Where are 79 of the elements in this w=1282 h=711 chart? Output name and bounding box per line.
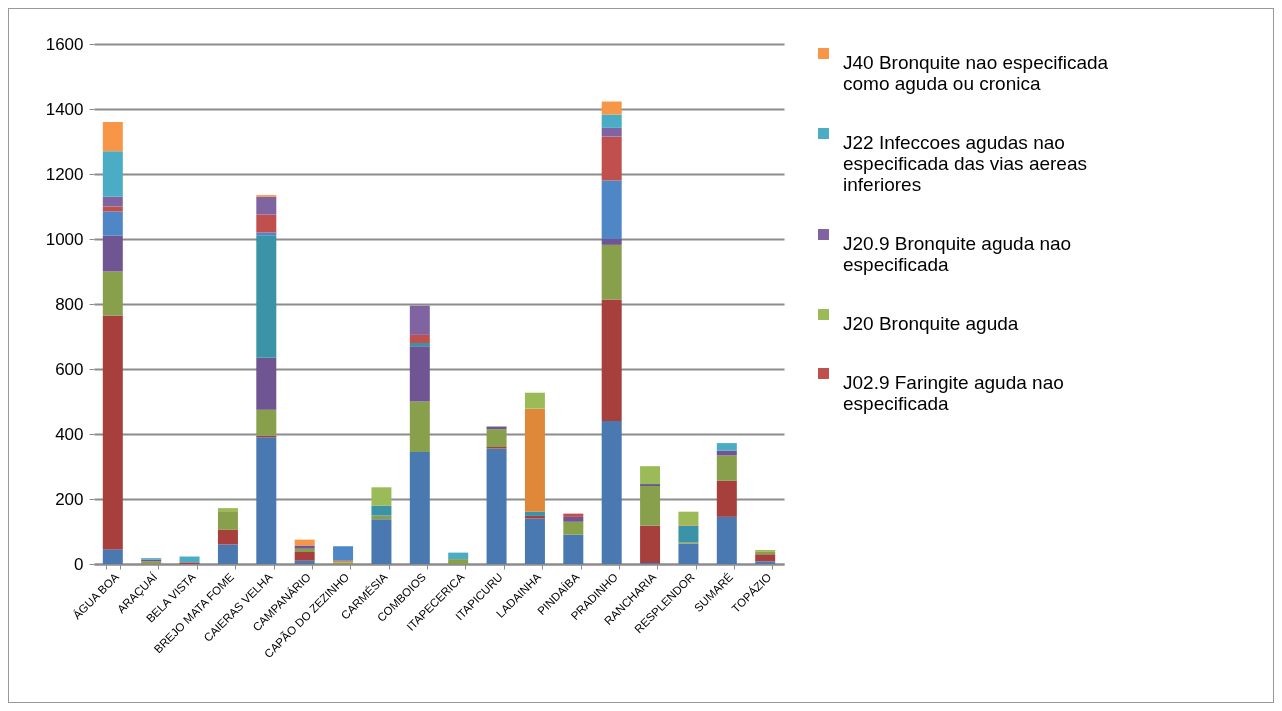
- bar: [678, 543, 699, 564]
- bar: [102, 151, 123, 197]
- bar: [524, 518, 545, 564]
- bar: [716, 480, 737, 517]
- bar: [601, 114, 622, 128]
- bar: [102, 122, 123, 152]
- bar: [409, 401, 430, 452]
- bar: [294, 551, 315, 561]
- bar: [524, 515, 545, 519]
- legend-label: J20.9 Bronquite aguda nao especificada: [843, 232, 1072, 275]
- bar: [563, 521, 584, 535]
- legend-label: J20 Bronquite aguda: [843, 312, 1019, 334]
- bar: [524, 511, 545, 516]
- bar: [409, 334, 430, 343]
- bar: [409, 346, 430, 402]
- y-tick-label: 1000: [45, 229, 84, 249]
- bar: [294, 560, 315, 564]
- bar: [601, 136, 622, 181]
- bar: [102, 235, 123, 272]
- bar: [371, 505, 392, 516]
- bar: [256, 214, 277, 233]
- bar: [486, 429, 507, 447]
- bar: [524, 408, 545, 512]
- bar: [256, 357, 277, 410]
- y-tick-label: 1600: [45, 34, 84, 54]
- bar: [755, 554, 776, 562]
- bar: [102, 315, 123, 550]
- bar: [217, 529, 238, 545]
- bar: [217, 508, 238, 512]
- bar: [755, 561, 776, 564]
- bar: [601, 239, 622, 245]
- bar: [678, 525, 699, 543]
- bar: [563, 513, 584, 517]
- legend-label: J40 Bronquite nao especificada como aguda ou cronica: [843, 51, 1109, 94]
- bar: [716, 516, 737, 564]
- bar: [217, 512, 238, 530]
- bar: [448, 559, 469, 564]
- bar: [601, 127, 622, 137]
- bar: [256, 196, 277, 215]
- bar: [371, 519, 392, 564]
- y-tick-label: 1400: [45, 99, 84, 119]
- bar: [102, 196, 123, 207]
- y-tick-label: 400: [55, 424, 84, 444]
- y-tick-label: 0: [74, 554, 84, 574]
- y-tick-label: 1200: [45, 164, 84, 184]
- bar: [716, 455, 737, 481]
- bar: [524, 392, 545, 409]
- bar: [409, 305, 430, 335]
- bar: [409, 343, 430, 347]
- bar: [601, 421, 622, 564]
- bar: [371, 487, 392, 506]
- bar: [640, 486, 661, 526]
- bar: [601, 180, 622, 239]
- bar: [563, 516, 584, 522]
- bar: [256, 409, 277, 436]
- bar: [102, 549, 123, 564]
- bar: [601, 101, 622, 115]
- bar: [256, 437, 277, 564]
- bar: [256, 232, 277, 236]
- bar: [102, 211, 123, 236]
- bar: [563, 534, 584, 564]
- bar: [333, 546, 354, 561]
- legend-label: J02.9 Faringite aguda nao especificada: [843, 371, 1064, 414]
- bar: [256, 235, 277, 358]
- legend-label: J22 Infeccoes agudas nao especificada das vias aereas inferiores: [843, 131, 1087, 195]
- bar: [448, 552, 469, 560]
- bar: [640, 525, 661, 564]
- bar: [409, 451, 430, 564]
- bar: [716, 443, 737, 451]
- y-tick-label: 200: [55, 489, 84, 509]
- bar: [601, 299, 622, 421]
- bar: [601, 244, 622, 300]
- bar: [486, 448, 507, 564]
- bar: [102, 271, 123, 316]
- bar: [640, 466, 661, 485]
- bar: [217, 544, 238, 564]
- y-tick-label: 800: [55, 294, 84, 314]
- y-tick-label: 600: [55, 359, 84, 379]
- bar: [678, 511, 699, 525]
